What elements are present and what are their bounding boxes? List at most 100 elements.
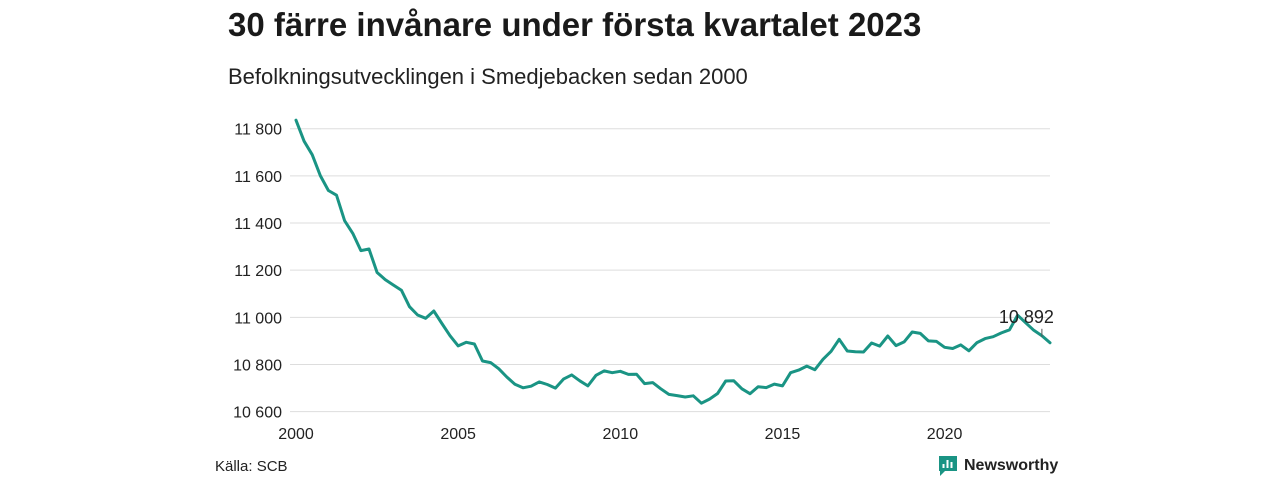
data-point (295, 119, 298, 122)
x-tick-label: 2005 (440, 426, 476, 443)
data-point (830, 350, 833, 353)
y-tick-label: 11 400 (234, 216, 282, 233)
annotation-layer: 10 892 (999, 307, 1054, 337)
data-point (684, 396, 687, 399)
data-point (619, 370, 622, 373)
data-point (392, 284, 395, 287)
brand-name: Newsworthy (964, 457, 1059, 474)
data-point (408, 305, 411, 308)
data-point (441, 322, 444, 325)
data-point (424, 317, 427, 320)
data-point (489, 361, 492, 364)
y-tick-label: 11 600 (234, 169, 282, 186)
data-point (643, 382, 646, 385)
y-tick-label: 11 200 (234, 263, 282, 280)
data-point (797, 369, 800, 372)
chart-title: 30 färre invånare under första kvartalet… (228, 6, 922, 43)
data-point (465, 341, 468, 344)
data-point (627, 373, 630, 376)
data-point (1008, 328, 1011, 331)
data-point (368, 248, 371, 251)
data-point (327, 189, 330, 192)
y-tick-label: 11 800 (234, 122, 282, 139)
data-point (716, 392, 719, 395)
data-point (530, 385, 533, 388)
data-point (659, 387, 662, 390)
data-point (586, 385, 589, 388)
data-point (1032, 329, 1035, 332)
source-note: Källa: SCB (215, 458, 288, 475)
data-point (870, 342, 873, 345)
x-axis-labels: 2000 2005 2010 2015 2020 (278, 426, 962, 443)
data-point (919, 332, 922, 335)
gridlines (290, 128, 1050, 413)
data-point (781, 385, 784, 388)
y-axis-labels: 10 600 10 800 11 000 11 200 11 400 11 600 11 8… (233, 122, 282, 422)
data-point (359, 249, 362, 252)
data-point (822, 358, 825, 361)
data-point (635, 373, 638, 376)
data-point (757, 385, 760, 388)
line-chart: 10 600 10 800 11 000 11 200 11 400 11 600 11 8… (233, 118, 1054, 443)
data-point (416, 314, 419, 317)
data-point (854, 350, 857, 353)
x-tick-label: 2020 (927, 426, 963, 443)
data-point (457, 344, 460, 347)
data-point (708, 398, 711, 401)
data-point (1049, 341, 1052, 344)
data-point (432, 310, 435, 313)
data-point (384, 278, 387, 281)
data-point (449, 334, 452, 337)
data-point (789, 371, 792, 374)
data-point (813, 368, 816, 371)
data-point (335, 194, 338, 197)
brand-logo: Newsworthy (938, 455, 1058, 477)
data-point (303, 140, 306, 143)
data-point (1000, 331, 1003, 334)
data-point (554, 387, 557, 390)
data-point (968, 349, 971, 352)
data-point (603, 369, 606, 372)
data-point (522, 386, 525, 389)
data-point (749, 392, 752, 395)
data-point (878, 345, 881, 348)
data-point (562, 378, 565, 381)
data-point (400, 289, 403, 292)
data-point (578, 379, 581, 382)
data-point (846, 350, 849, 353)
data-point (741, 387, 744, 390)
data-point (595, 374, 598, 377)
series-line (294, 118, 1052, 405)
data-point (838, 338, 841, 341)
x-tick-label: 2000 (278, 426, 314, 443)
data-point (505, 376, 508, 379)
data-point (538, 381, 541, 384)
y-tick-label: 11 000 (234, 310, 282, 327)
data-point (546, 383, 549, 386)
data-point (976, 341, 979, 344)
data-point (984, 337, 987, 340)
data-point (676, 394, 679, 397)
data-point (311, 153, 314, 156)
newsworthy-logo-icon (939, 456, 957, 476)
data-point (481, 360, 484, 363)
data-point (805, 365, 808, 368)
data-point (886, 335, 889, 338)
data-point (862, 351, 865, 354)
data-point (765, 386, 768, 389)
data-point (959, 344, 962, 347)
data-point (773, 383, 776, 386)
data-point (732, 379, 735, 382)
data-point (724, 380, 727, 383)
data-point (570, 373, 573, 376)
data-point (351, 232, 354, 235)
data-point (927, 340, 930, 343)
data-point (611, 371, 614, 374)
data-point (514, 383, 517, 386)
annotation-label: 10 892 (999, 307, 1054, 327)
data-point (343, 219, 346, 222)
data-point (319, 174, 322, 177)
chart-subtitle: Befolkningsutvecklingen i Smedjebacken s… (228, 64, 748, 89)
x-tick-label: 2015 (765, 426, 801, 443)
data-point (911, 331, 914, 334)
